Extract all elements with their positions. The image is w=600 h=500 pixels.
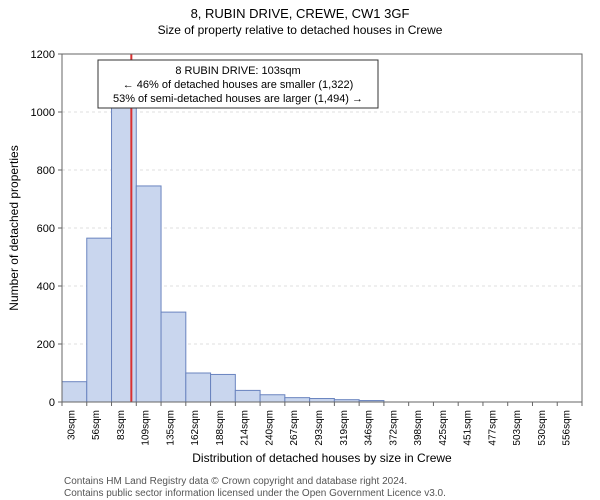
xtick-label: 398sqm bbox=[413, 410, 424, 446]
xtick-label: 293sqm bbox=[314, 410, 325, 446]
xtick-label: 109sqm bbox=[141, 410, 152, 446]
histogram-bar bbox=[62, 382, 87, 402]
xtick-label: 346sqm bbox=[364, 410, 375, 446]
ytick-label: 600 bbox=[37, 223, 55, 235]
xtick-label: 372sqm bbox=[388, 410, 399, 446]
histogram-chart: 8, RUBIN DRIVE, CREWE, CW1 3GF Size of pr… bbox=[0, 0, 600, 500]
chart-container: 8, RUBIN DRIVE, CREWE, CW1 3GF Size of pr… bbox=[0, 0, 600, 500]
chart-title: 8, RUBIN DRIVE, CREWE, CW1 3GF bbox=[191, 6, 410, 21]
xtick-label: 240sqm bbox=[264, 410, 275, 446]
histogram-bar bbox=[186, 373, 211, 402]
x-axis-label: Distribution of detached houses by size … bbox=[192, 451, 452, 465]
xtick-label: 83sqm bbox=[116, 410, 127, 440]
ytick-label: 1000 bbox=[31, 107, 55, 119]
xtick-label: 556sqm bbox=[562, 410, 573, 446]
xtick-label: 188sqm bbox=[215, 410, 226, 446]
xtick-label: 30sqm bbox=[66, 410, 77, 440]
histogram-bar bbox=[285, 398, 310, 402]
info-line-3: 53% of semi-detached houses are larger (… bbox=[113, 93, 363, 105]
xtick-label: 135sqm bbox=[165, 410, 176, 446]
xtick-label: 503sqm bbox=[512, 410, 523, 446]
ytick-label: 800 bbox=[37, 165, 55, 177]
ytick-label: 1200 bbox=[31, 49, 55, 61]
chart-subtitle: Size of property relative to detached ho… bbox=[158, 23, 443, 37]
histogram-bar bbox=[161, 312, 186, 402]
xtick-label: 319sqm bbox=[339, 410, 350, 446]
ytick-label: 200 bbox=[37, 339, 55, 351]
histogram-bar bbox=[235, 390, 260, 402]
footer-line-2: Contains public sector information licen… bbox=[64, 488, 446, 499]
ytick-label: 400 bbox=[37, 281, 55, 293]
info-line-1: 8 RUBIN DRIVE: 103sqm bbox=[175, 65, 300, 77]
histogram-bar bbox=[112, 100, 137, 402]
histogram-bar bbox=[310, 399, 335, 402]
histogram-bar bbox=[136, 186, 161, 402]
ytick-label: 0 bbox=[49, 397, 55, 409]
xtick-label: 425sqm bbox=[438, 410, 449, 446]
info-line-2: ← 46% of detached houses are smaller (1,… bbox=[123, 79, 354, 91]
xtick-label: 214sqm bbox=[240, 410, 251, 446]
xtick-label: 162sqm bbox=[190, 410, 201, 446]
xtick-label: 56sqm bbox=[91, 410, 102, 440]
histogram-bar bbox=[260, 395, 285, 402]
xtick-label: 267sqm bbox=[289, 410, 300, 446]
histogram-bar bbox=[87, 238, 112, 402]
xtick-label: 451sqm bbox=[463, 410, 474, 446]
xtick-label: 530sqm bbox=[537, 410, 548, 446]
footer-line-1: Contains HM Land Registry data © Crown c… bbox=[64, 476, 407, 487]
xtick-label: 477sqm bbox=[487, 410, 498, 446]
y-axis-label: Number of detached properties bbox=[7, 145, 21, 310]
histogram-bar bbox=[211, 374, 236, 402]
